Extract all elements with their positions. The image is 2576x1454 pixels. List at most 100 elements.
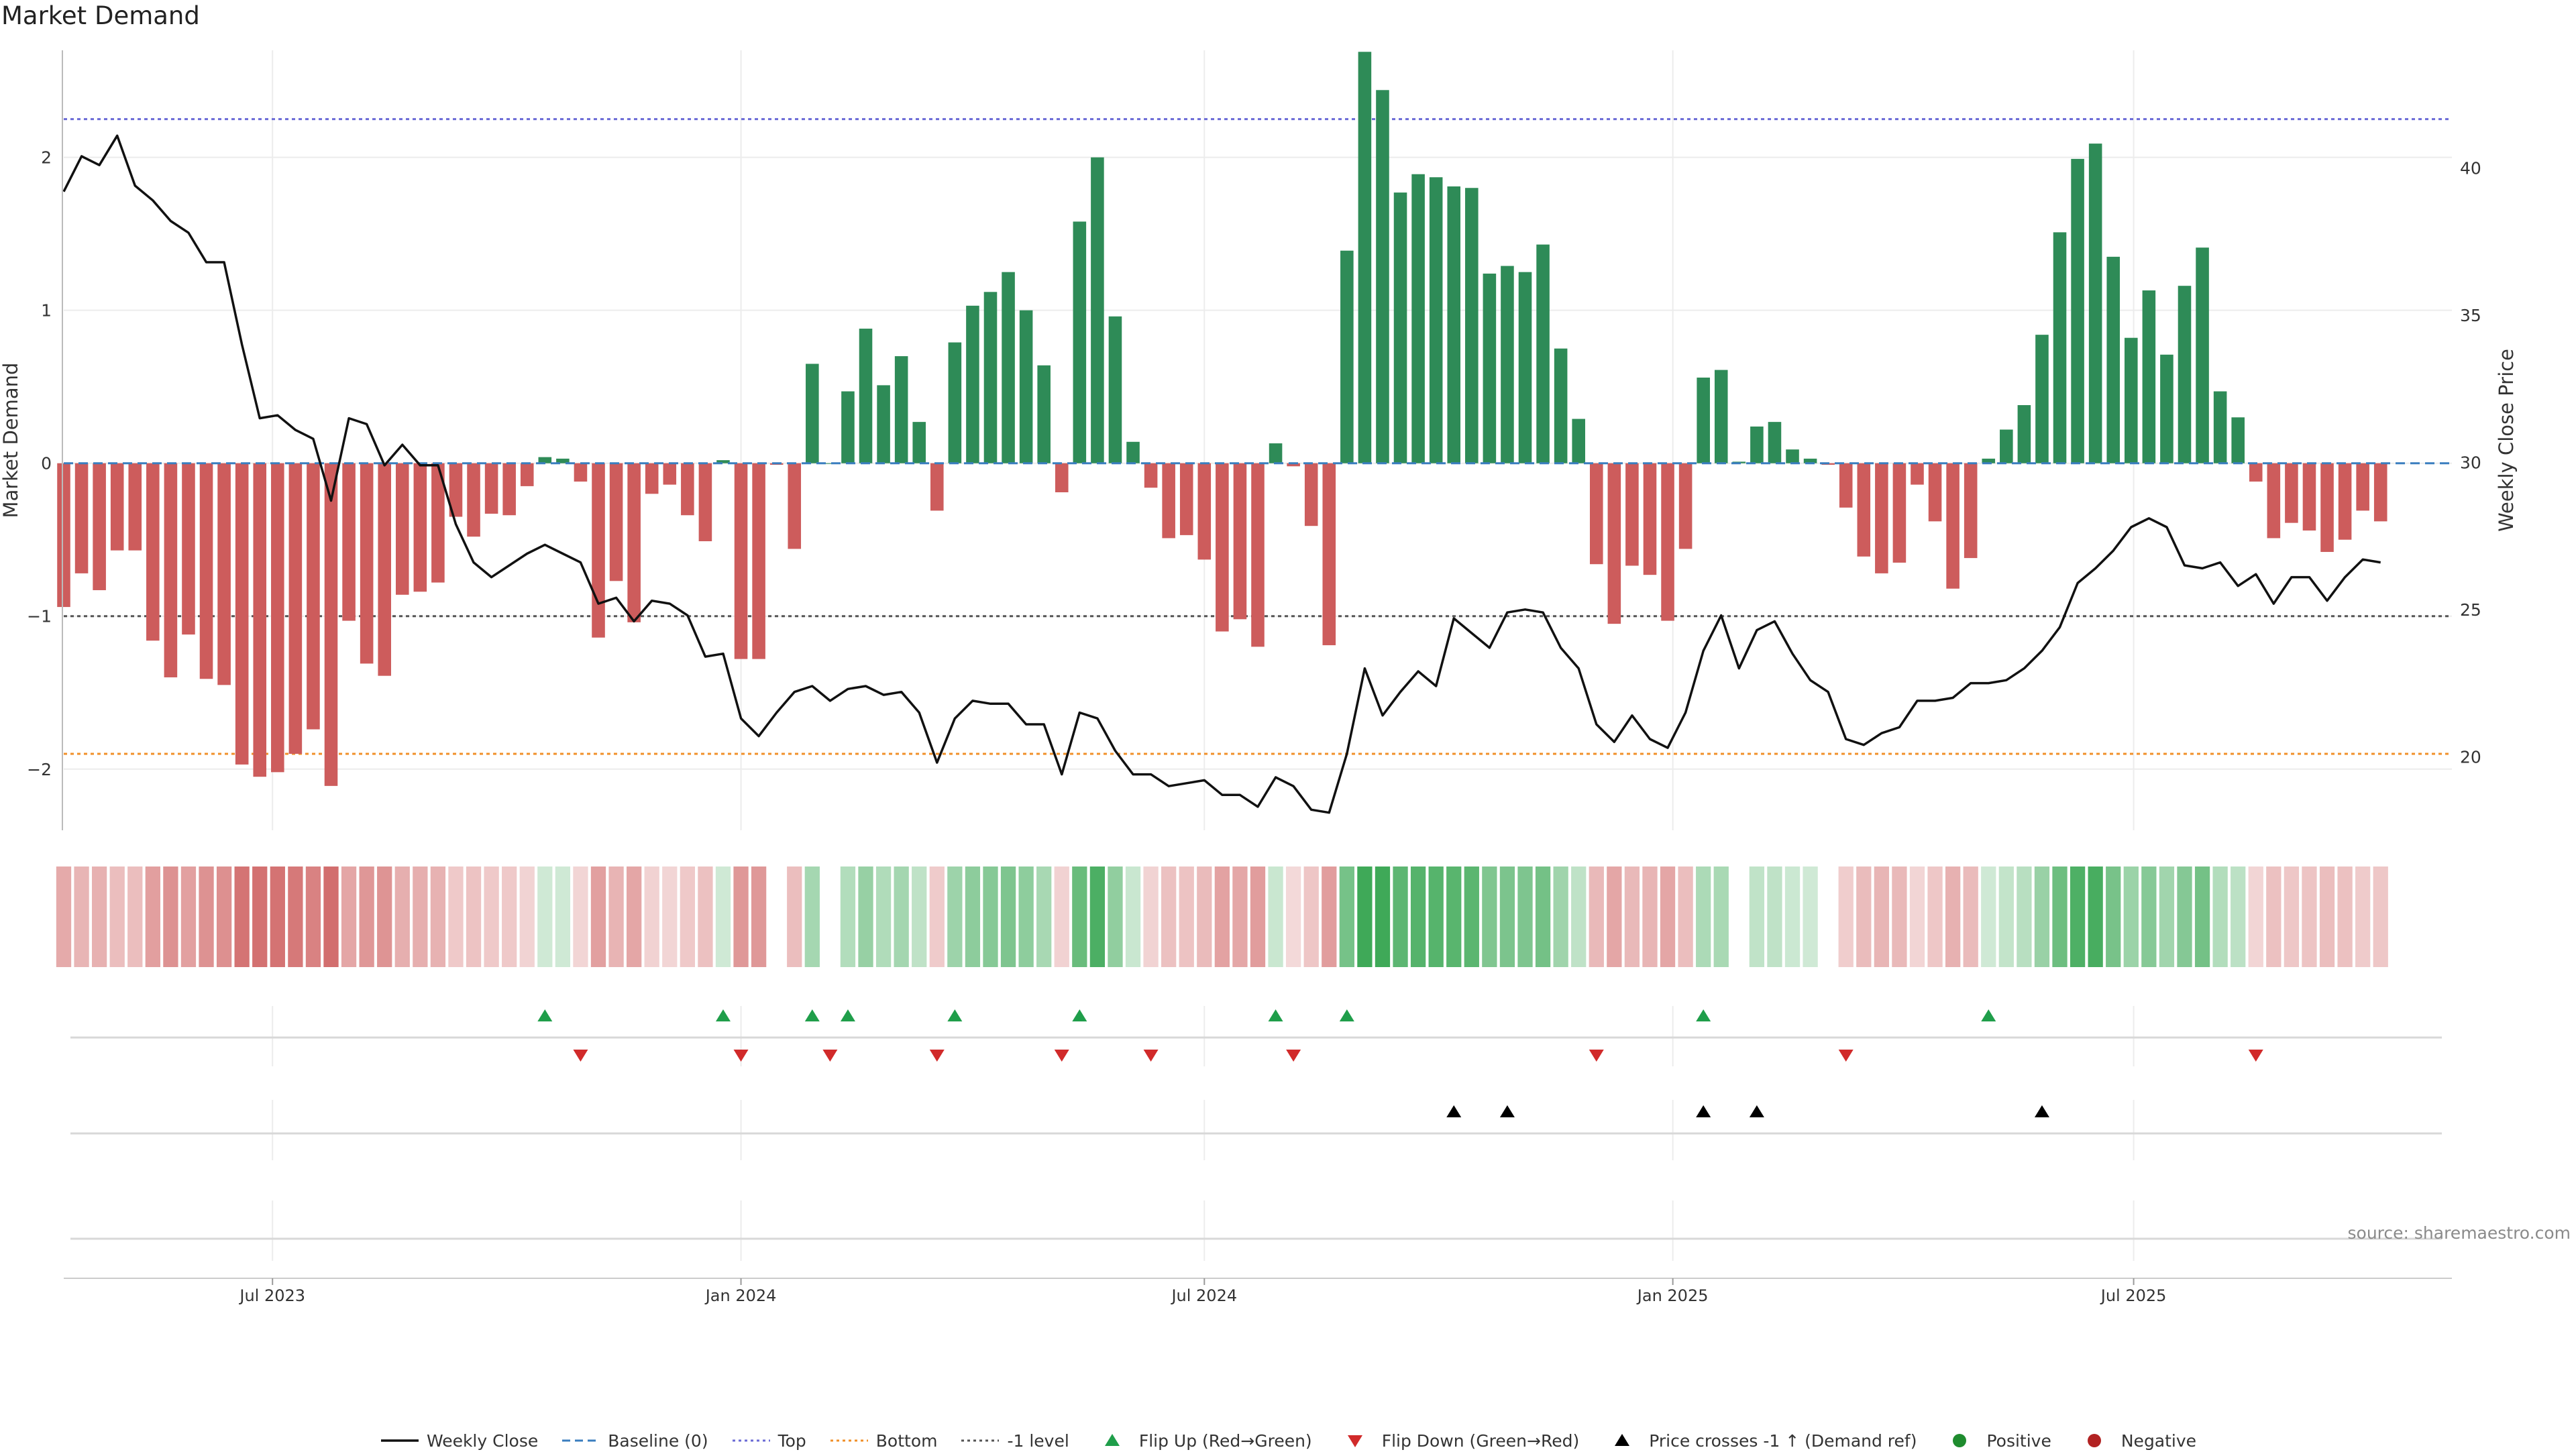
strip-cell [359,866,374,967]
demand-bar [1946,463,1960,589]
strip-cell [751,866,767,967]
legend-label: Positive [1986,1431,2051,1451]
flip-down-marker [2248,1050,2263,1062]
strip-cell [413,866,428,967]
demand-bar [253,463,267,777]
demand-bar [592,463,605,638]
demand-bar [1179,463,1193,535]
demand-bar [74,463,89,573]
legend-label: Bottom [875,1431,938,1451]
y-axis-label: Market Demand [0,363,22,518]
price-cross-marker [1499,1105,1515,1117]
strip-cell [894,866,909,967]
legend-marker [2087,1434,2101,1447]
flip-up-marker [1072,1009,1087,1021]
x-axis: Jul 2023 Jan 2024 Jul 2024 Jan 2025 Jul 2025 [64,1278,2452,1305]
strip-cell [2319,866,2335,967]
demand-bar [841,391,855,463]
demand-bar [307,463,320,730]
strip-cell [2034,866,2050,967]
strip-cell [1784,866,1801,967]
strip-cell [1108,866,1123,967]
demand-bar [1928,463,1942,522]
strip-cell [1713,866,1729,967]
demand-bar [2213,391,2227,463]
strip-cell [2070,866,2086,967]
strip-cell [1535,866,1551,967]
legend-symbol [1347,1435,1362,1447]
strip-cell [466,866,482,967]
demand-bar [520,463,534,486]
flip-down-marker [1054,1050,1069,1062]
strip-cell [1571,866,1587,967]
chart-title: Market Demand [1,1,200,30]
demand-bar [1019,310,1033,463]
demand-bar [1126,441,1140,463]
demand-bar [859,329,873,463]
demand-bar [966,305,979,463]
demand-bar [1892,463,1907,563]
legend-item: Weekly Close [380,1431,538,1451]
strip-cell [840,866,856,967]
demand-bar [2249,463,2263,482]
strip-cell [234,866,250,967]
flip-down-marker [822,1050,838,1062]
legend-symbol [1953,1434,1967,1447]
demand-bar [1233,463,1247,620]
legend-label: Price crosses -1 ↑ (Demand ref) [1649,1431,1917,1451]
strip-cell [1624,866,1640,967]
demand-bar [2053,232,2067,463]
demand-bar [1393,192,1407,463]
demand-bar [342,463,356,621]
strip-cell [627,866,642,967]
strip-cell [1179,866,1194,967]
strip-cell [1874,866,1889,967]
strip-cell [1357,866,1373,967]
demand-bar [912,422,926,463]
demand-bar [2338,463,2352,540]
flip-up-marker [1981,1009,1996,1021]
demand-bar [110,463,124,551]
x-tick-label: Jul 2023 [238,1286,305,1305]
demand-bar [128,463,142,551]
demand-bar [1108,316,1122,463]
demand-bar [698,463,712,542]
market-demand-chart: −2 −1 0 1 2 20 25 30 35 40 Market Demand Weekly Clo… [0,50,2518,1305]
legend-marker [1953,1434,1967,1447]
demand-bar [1251,463,1265,647]
strip-cell [2159,866,2175,967]
strip-cell [180,866,197,967]
weekly-close-line [62,134,2381,814]
strip-cell [1036,866,1052,967]
demand-bar [2088,144,2102,463]
strip-cell [929,866,945,967]
demand-bar [681,463,694,516]
demand-bar [1857,463,1871,557]
legend-symbol [2087,1434,2101,1447]
strip-cell [252,866,268,967]
strip-cell [680,866,695,967]
y-tick-label: 2 [41,148,52,168]
strip-cell [502,866,517,967]
flip-down-marker [573,1050,588,1062]
demand-bar [2231,417,2245,463]
legend-label: -1 level [1007,1431,1069,1451]
demand-bar [182,463,195,635]
price-cross-marker [2034,1105,2049,1117]
legend-item: Positive [1939,1431,2051,1451]
legend-symbol [732,1439,770,1442]
strip-cell [1856,866,1872,967]
strip-cell [305,866,321,967]
demand-bar [2035,335,2049,463]
legend-symbol [1104,1434,1120,1446]
y-tick-label: −2 [27,760,52,779]
flip-up-marker [1339,1009,1354,1021]
demand-bar [1429,177,1443,463]
flip-up-marker [947,1009,963,1021]
demand-bar [2356,463,2369,511]
strip-cell [2302,866,2317,967]
demand-bar [449,463,463,517]
strip-cell [1499,866,1515,967]
strip-cell [199,866,214,967]
strip-cell [484,866,499,967]
